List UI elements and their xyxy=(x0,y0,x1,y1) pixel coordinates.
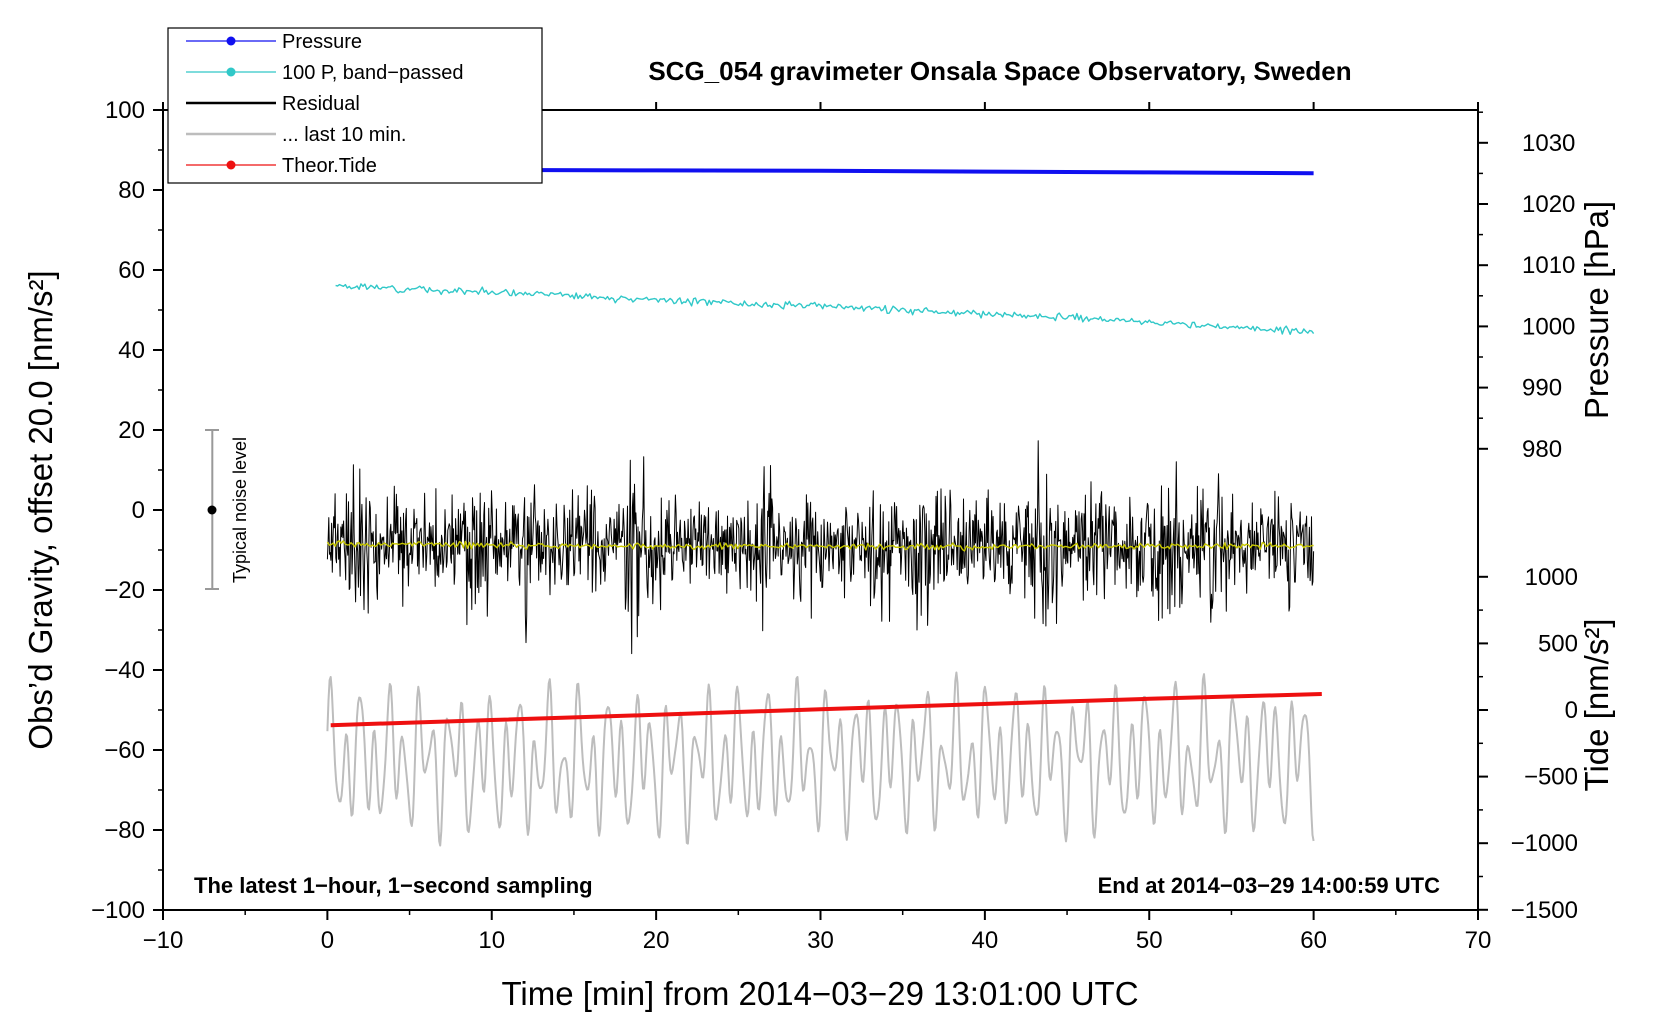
y-tick-label: 20 xyxy=(118,417,145,444)
y-tick-label: 40 xyxy=(118,337,145,364)
y-tick-label: −100 xyxy=(91,897,145,924)
series-theor-tide xyxy=(330,692,1322,728)
series-layer xyxy=(326,167,1322,847)
y-axis-title: Obs’d Gravity, offset 20.0 [nm/s²] xyxy=(22,270,59,749)
noise-bar-dot xyxy=(207,505,217,515)
legend-label: Residual xyxy=(282,93,360,115)
y-tick-label: −20 xyxy=(104,577,145,604)
tide-axis-title: Tide [nm/s²] xyxy=(1578,619,1615,792)
x-tick-label: 70 xyxy=(1465,927,1492,954)
x-tick-label: 40 xyxy=(972,927,999,954)
pressure-tick-label: 990 xyxy=(1522,375,1562,402)
y-tick-label: 60 xyxy=(118,257,145,284)
y-tick-label: −40 xyxy=(104,657,145,684)
y-tick-label: 100 xyxy=(105,97,145,124)
left-note: The latest 1−hour, 1−second sampling xyxy=(194,873,593,898)
legend-label: Theor.Tide xyxy=(282,155,377,177)
tide-tick-label: 500 xyxy=(1538,630,1578,657)
legend-marker xyxy=(226,67,236,77)
series-residual-smoothed xyxy=(326,540,1314,552)
noise-bar: Typical noise level xyxy=(205,429,250,590)
series-residual xyxy=(326,440,1315,655)
axis-layer: −10 0 10 20 30 40 50 60 70−100−80−60−40−20020406… xyxy=(91,97,1578,954)
noise-label: Typical noise level xyxy=(230,437,250,583)
x-tick-label: 60 xyxy=(1300,927,1327,954)
y-tick-label: 80 xyxy=(118,177,145,204)
y-tick-label: −80 xyxy=(104,817,145,844)
series-100-p-band-passed xyxy=(335,283,1315,335)
right-note: End at 2014−03−29 14:00:59 UTC xyxy=(1098,873,1441,898)
pressure-axis-title: Pressure [hPa] xyxy=(1578,201,1615,419)
pressure-tick-label: 1020 xyxy=(1522,191,1575,218)
x-tick-label: 30 xyxy=(807,927,834,954)
y-tick-label: 0 xyxy=(132,497,145,524)
y-tick-label: −60 xyxy=(104,737,145,764)
tide-tick-label: −1500 xyxy=(1511,897,1578,924)
pressure-tick-label: 980 xyxy=(1522,436,1562,463)
legend-marker xyxy=(226,160,236,170)
x-tick-label: −10 xyxy=(143,927,184,954)
x-tick-label: 10 xyxy=(478,927,505,954)
legend-box xyxy=(167,27,543,184)
legend-label: 100 P, band−passed xyxy=(282,62,463,84)
x-tick-label: 50 xyxy=(1136,927,1163,954)
legend-label: ... last 10 min. xyxy=(282,124,407,146)
tide-tick-label: 1000 xyxy=(1525,564,1578,591)
x-axis-title: Time [min] from 2014−03−29 13:01:00 UTC xyxy=(501,975,1138,1012)
x-tick-label: 0 xyxy=(321,927,334,954)
x-tick-label: 20 xyxy=(643,927,670,954)
tide-tick-label: 0 xyxy=(1565,697,1578,724)
pressure-tick-label: 1000 xyxy=(1522,313,1575,340)
chart-title: SCG_054 gravimeter Onsala Space Observat… xyxy=(648,56,1351,86)
tide-tick-label: −500 xyxy=(1524,764,1578,791)
legend: Pressure 100 P, band−passed Residual ... la… xyxy=(167,27,543,184)
pressure-tick-label: 1010 xyxy=(1522,252,1575,279)
legend-marker xyxy=(226,36,236,46)
pressure-tick-label: 1030 xyxy=(1522,130,1575,157)
legend-label: Pressure xyxy=(282,31,362,53)
legend-items: Pressure 100 P, band−passed Residual ... la… xyxy=(186,31,463,177)
tide-tick-label: −1000 xyxy=(1511,830,1578,857)
